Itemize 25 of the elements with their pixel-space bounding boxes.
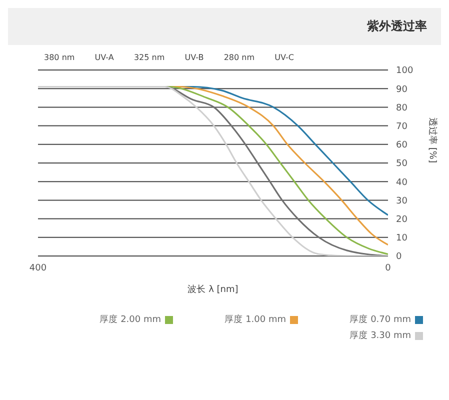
y-tick-label: 10: [396, 234, 408, 244]
text: 380 nm: [44, 53, 75, 62]
legend-label: 厚度 3.30 mm: [350, 330, 411, 342]
y-tick-label: 0: [396, 252, 402, 262]
y-tick-label: 40: [396, 178, 408, 188]
x-axis-title: 波长 λ [nm]: [188, 284, 238, 295]
y-axis-title: 透过率 [%]: [426, 118, 438, 163]
y-tick-label: 70: [396, 122, 408, 132]
y-tick-label: 50: [396, 159, 408, 170]
legend-label: 厚度 0.70 mm: [350, 314, 411, 326]
chart-title: 紫外透过率: [8, 8, 441, 45]
y-tick-label: 100: [396, 66, 414, 76]
text: UV-A: [94, 53, 114, 62]
y-tick-label: 30: [396, 196, 408, 206]
text: 280 nm: [224, 53, 254, 62]
y-tick-label: 80: [396, 103, 408, 114]
y-tick-label: 20: [396, 214, 408, 225]
text: UV-C: [274, 53, 294, 62]
y-tick-label: 90: [396, 84, 408, 95]
text: 325 nm: [134, 53, 165, 62]
text: UV-B: [184, 53, 204, 62]
y-tick-label: 60: [396, 140, 408, 151]
legend-label: 厚度 1.00 mm: [224, 314, 286, 326]
legend-label: 厚度 2.00 mm: [100, 314, 161, 326]
x-tick-label: 400: [29, 263, 47, 274]
